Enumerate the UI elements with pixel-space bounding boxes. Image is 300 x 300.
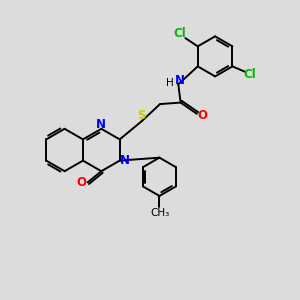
Text: Cl: Cl — [244, 68, 256, 81]
Text: O: O — [198, 109, 208, 122]
Text: S: S — [137, 109, 146, 122]
Text: H: H — [166, 78, 174, 88]
Text: O: O — [76, 176, 86, 189]
Text: N: N — [120, 154, 130, 167]
Text: Cl: Cl — [174, 27, 187, 40]
Text: CH₃: CH₃ — [151, 208, 170, 218]
Text: N: N — [96, 118, 106, 131]
Text: N: N — [175, 74, 185, 87]
